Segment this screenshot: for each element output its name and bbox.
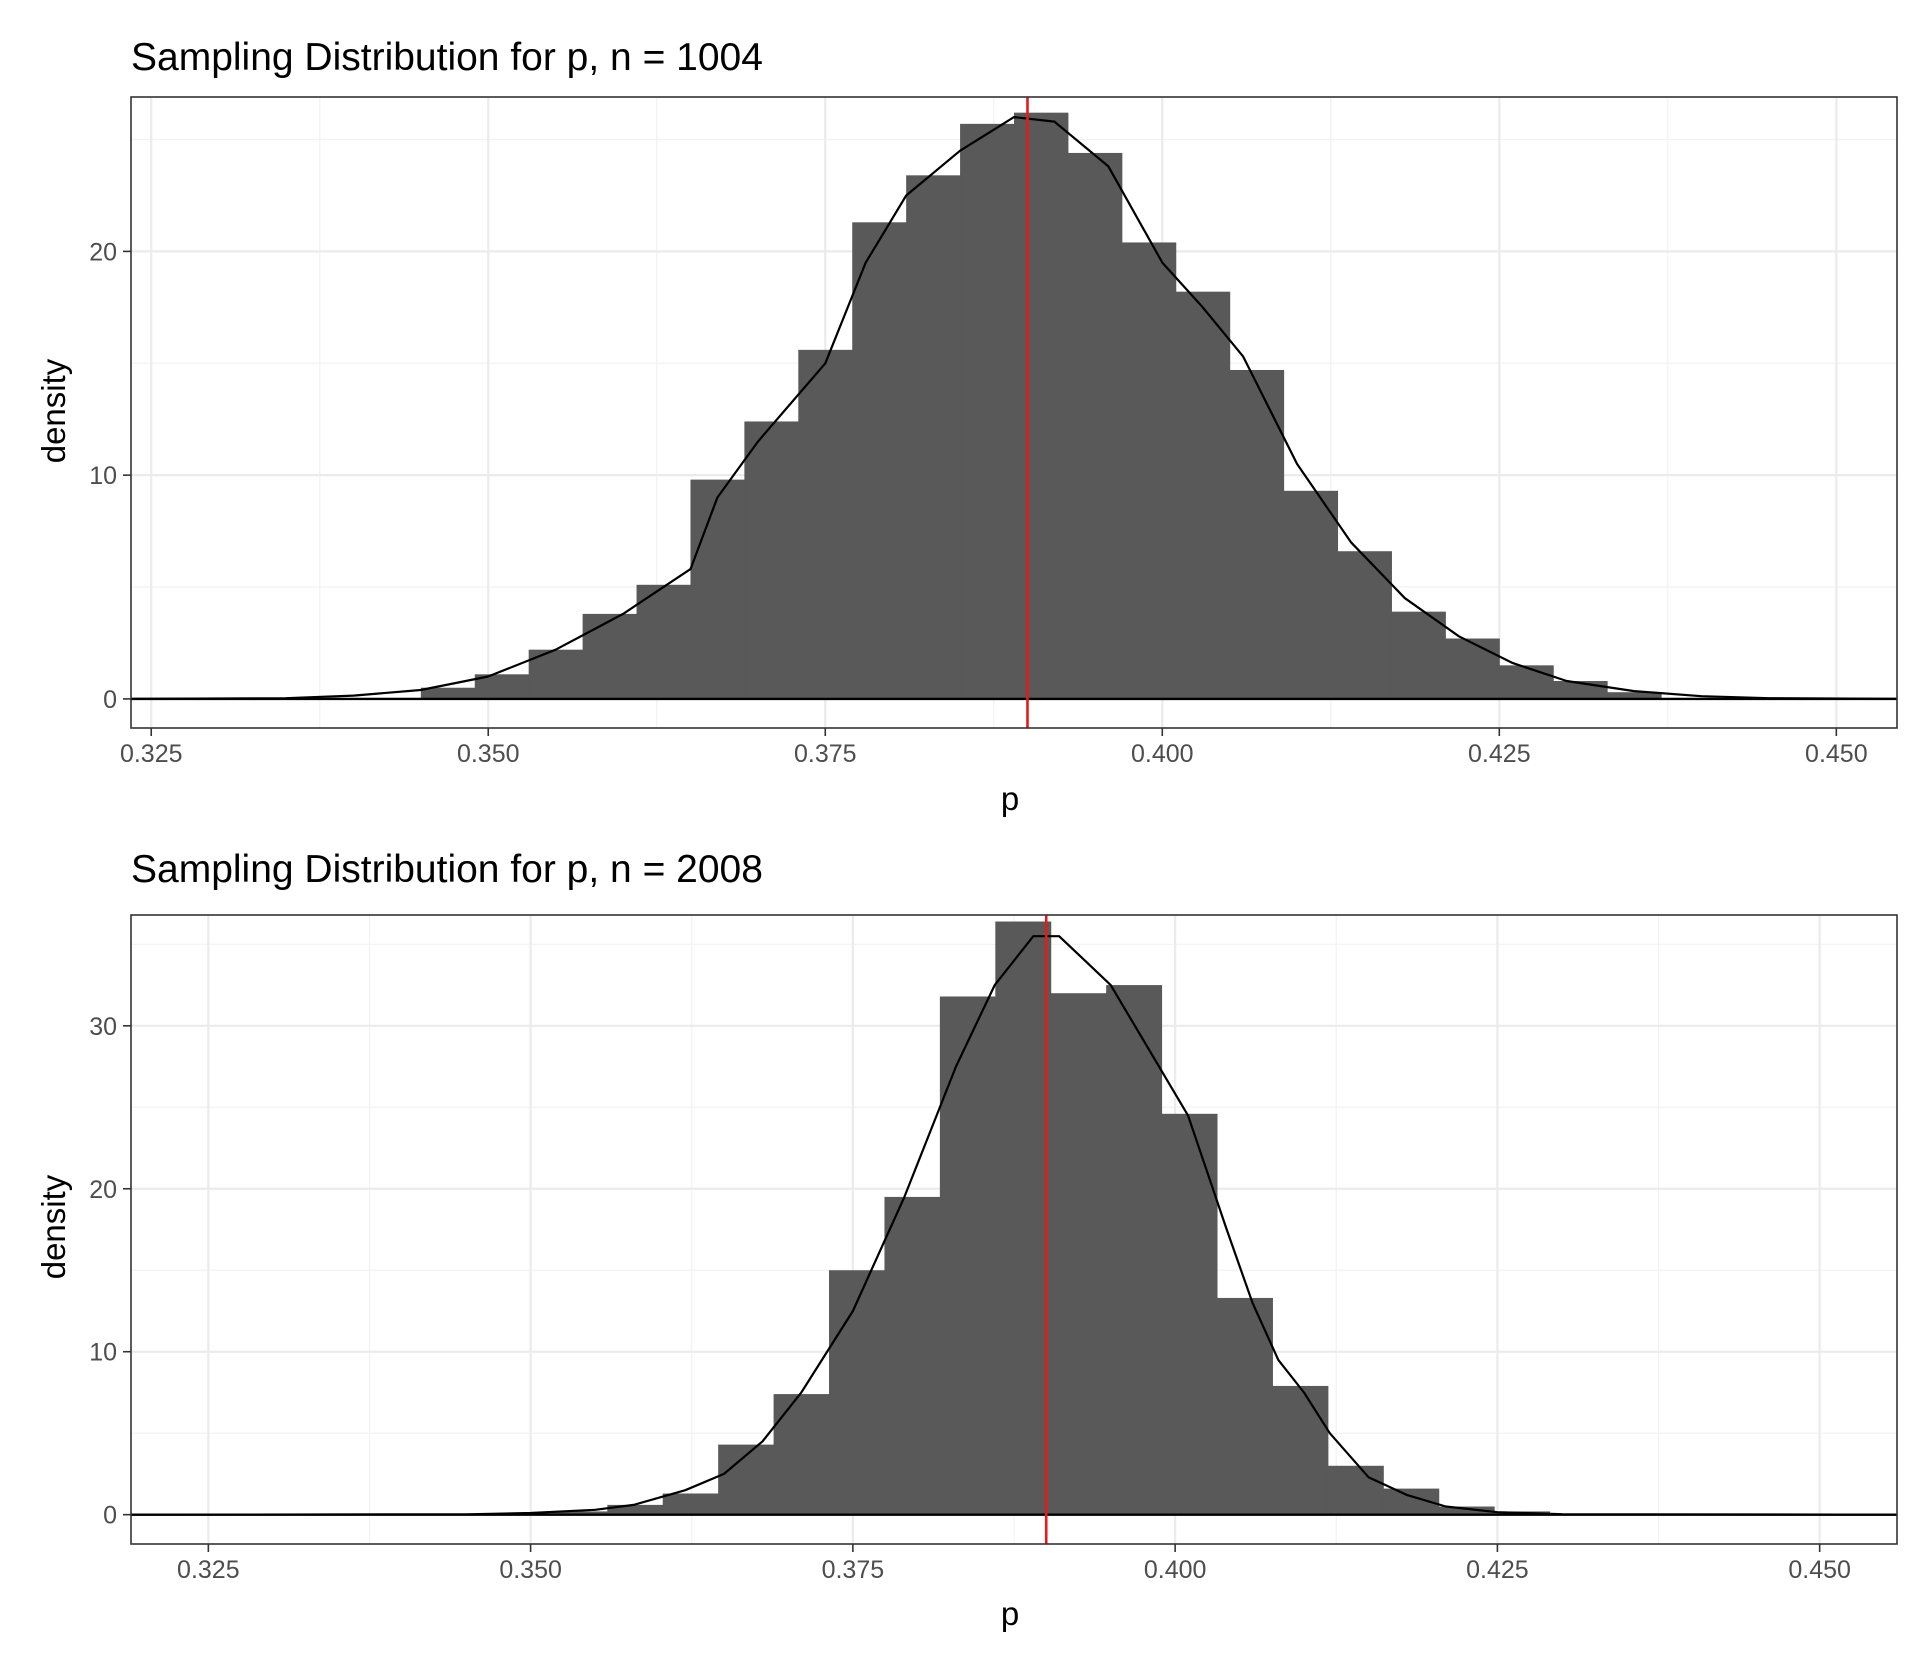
y-tick-label: 10	[89, 462, 117, 490]
x-axis-title: p	[1001, 1595, 1019, 1632]
x-tick-label: 0.350	[499, 1556, 562, 1584]
y-tick-label: 10	[89, 1339, 117, 1367]
histogram-bar	[1121, 242, 1177, 699]
chart-panel: 0.325 0.350 0.375 0.400 0.425 0.450 0 10 20 30	[89, 914, 1898, 1584]
y-tick-label: 0	[103, 686, 117, 714]
histogram-bar	[551, 1511, 608, 1515]
histogram-bar	[960, 123, 1015, 699]
x-tick-label: 0.450	[1788, 1556, 1851, 1584]
x-tick-label: 0.350	[457, 740, 520, 768]
histogram-bar	[1229, 369, 1285, 699]
x-tick-label: 0.375	[822, 1556, 885, 1584]
histogram-bar	[1607, 692, 1662, 699]
y-tick-label: 30	[89, 1013, 117, 1041]
histogram-bar	[1106, 985, 1163, 1515]
histogram-bar	[1327, 1465, 1384, 1515]
histogram-bar	[852, 222, 907, 699]
histogram-bar	[1337, 551, 1392, 699]
panel-border	[130, 96, 1898, 729]
histogram-bar	[1283, 490, 1339, 699]
histogram-bar	[636, 584, 691, 699]
histogram-bar	[1161, 1113, 1218, 1515]
x-tick-label: 0.375	[794, 740, 857, 768]
plot-area	[131, 97, 1897, 728]
histogram-bar	[607, 1504, 664, 1515]
density-curve	[131, 935, 1897, 1516]
x-tick-label: 0.425	[1468, 740, 1531, 768]
histogram-bar	[744, 421, 799, 699]
panel-border	[130, 914, 1898, 1545]
histogram-bar	[884, 1196, 941, 1515]
x-axis-title: p	[1001, 780, 1019, 817]
chart-title: Sampling Distribution for p, n = 2008	[131, 848, 763, 891]
histogram-bar	[690, 479, 745, 699]
histogram-bar	[773, 1394, 830, 1515]
y-axis-title: density	[35, 358, 72, 463]
histogram-bar	[1445, 638, 1500, 699]
y-tick-label: 20	[89, 1176, 117, 1204]
x-tick-label: 0.450	[1805, 740, 1868, 768]
histogram-bar	[1014, 112, 1069, 699]
histogram-bar	[1217, 1297, 1273, 1515]
x-tick-label: 0.325	[177, 1556, 240, 1584]
histogram-bar	[582, 613, 638, 699]
histogram-bar	[1499, 665, 1554, 699]
y-axis-title: density	[35, 1174, 72, 1279]
chart-title: Sampling Distribution for p, n = 1004	[131, 36, 763, 79]
density-curve	[131, 116, 1897, 700]
histogram-bar	[939, 996, 996, 1515]
histogram-bar	[1050, 993, 1107, 1515]
plot-area	[131, 915, 1897, 1544]
histogram-bar	[420, 687, 476, 699]
y-tick-label: 0	[103, 1502, 117, 1530]
histogram-bar	[1067, 152, 1123, 699]
histogram-bar	[1175, 291, 1231, 699]
y-tick-label: 20	[89, 238, 117, 266]
histogram-bar	[1391, 611, 1446, 699]
histogram-bar	[829, 1270, 885, 1515]
histogram-bar	[1272, 1385, 1329, 1515]
histogram-bar	[906, 175, 961, 699]
histogram-bar	[662, 1493, 719, 1515]
histogram-bar	[798, 349, 853, 699]
chart-panel: 0.325 0.350 0.375 0.400 0.425 0.450 0 10 20	[89, 96, 1898, 768]
histogram-bar	[1438, 1506, 1495, 1515]
x-tick-label: 0.400	[1144, 1556, 1207, 1584]
x-tick-label: 0.400	[1131, 740, 1194, 768]
x-tick-label: 0.425	[1466, 1556, 1529, 1584]
x-tick-label: 0.325	[120, 740, 183, 768]
histogram-bar	[995, 921, 1052, 1515]
